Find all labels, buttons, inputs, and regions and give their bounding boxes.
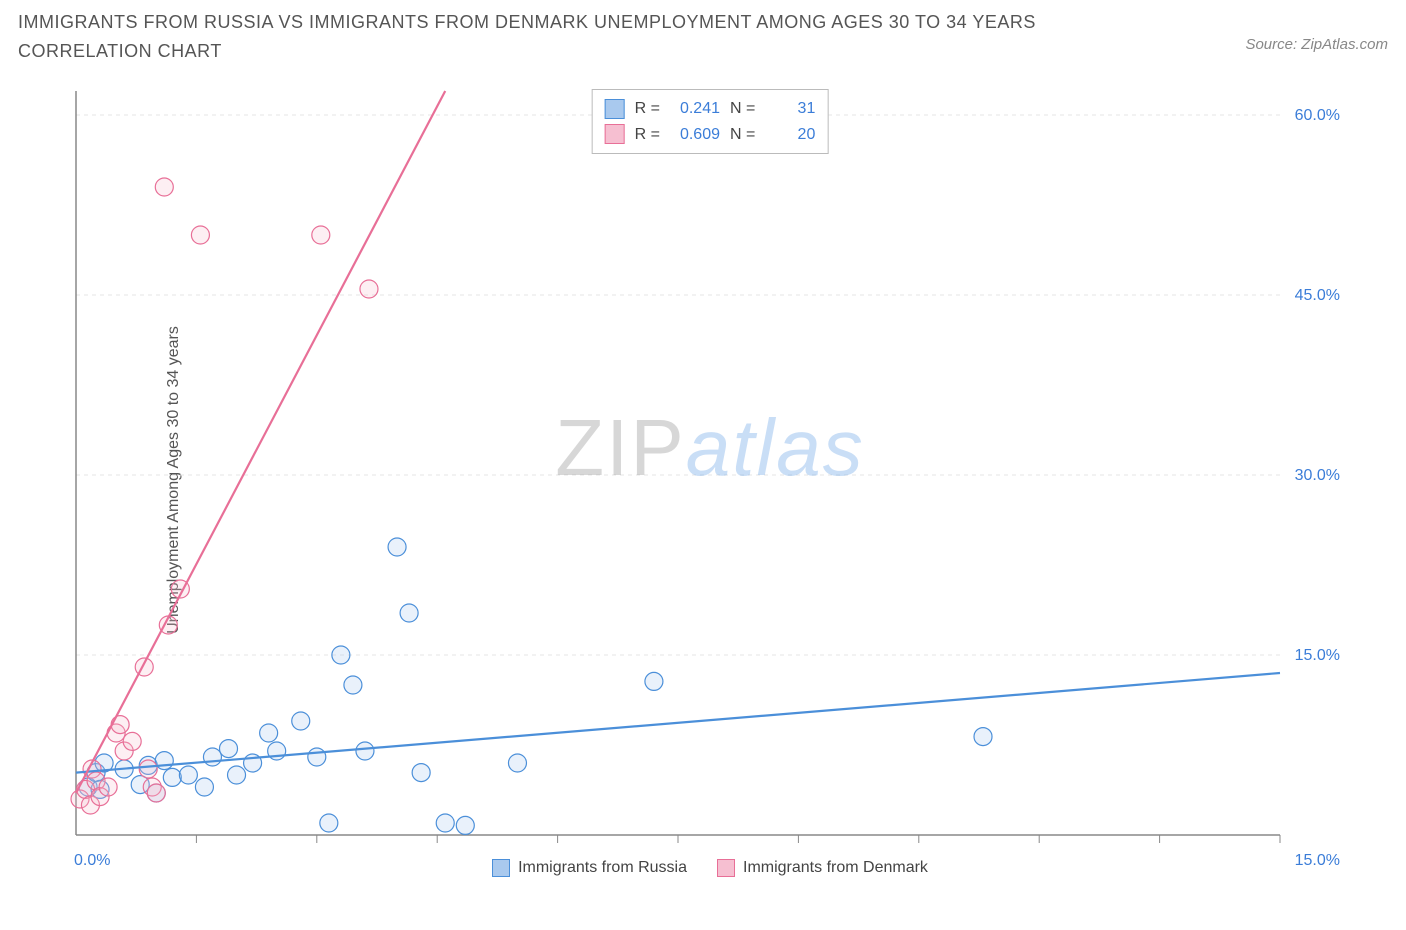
legend-swatch-russia <box>605 99 625 119</box>
svg-text:30.0%: 30.0% <box>1295 467 1340 484</box>
legend-swatch <box>717 859 735 877</box>
legend-item: Immigrants from Denmark <box>717 859 928 877</box>
r-value: 0.241 <box>670 96 720 122</box>
r-label: R = <box>635 96 660 122</box>
r-value: 0.609 <box>670 122 720 148</box>
r-label: R = <box>635 122 660 148</box>
svg-text:15.0%: 15.0% <box>1295 647 1340 664</box>
series-legend: Immigrants from Russia Immigrants from De… <box>70 859 1350 877</box>
chart-area: Unemployment Among Ages 30 to 34 years 1… <box>60 85 1380 875</box>
source-attribution: Source: ZipAtlas.com <box>1245 36 1388 53</box>
n-label: N = <box>730 96 755 122</box>
n-label: N = <box>730 122 755 148</box>
legend-label: Immigrants from Russia <box>518 859 687 876</box>
chart-title: IMMIGRANTS FROM RUSSIA VS IMMIGRANTS FRO… <box>18 8 1118 66</box>
legend-row-denmark: R = 0.609 N = 20 <box>605 122 816 148</box>
scatter-plot: 15.0%30.0%45.0%60.0%0.0%15.0% ZIPatlas R… <box>70 85 1350 875</box>
svg-text:60.0%: 60.0% <box>1295 107 1340 124</box>
legend-item: Immigrants from Russia <box>492 859 687 877</box>
legend-swatch <box>492 859 510 877</box>
legend-swatch-denmark <box>605 124 625 144</box>
correlation-legend: R = 0.241 N = 31 R = 0.609 N = 20 <box>592 89 829 154</box>
legend-row-russia: R = 0.241 N = 31 <box>605 96 816 122</box>
legend-label: Immigrants from Denmark <box>743 859 928 876</box>
svg-text:45.0%: 45.0% <box>1295 287 1340 304</box>
n-value: 20 <box>765 122 815 148</box>
n-value: 31 <box>765 96 815 122</box>
